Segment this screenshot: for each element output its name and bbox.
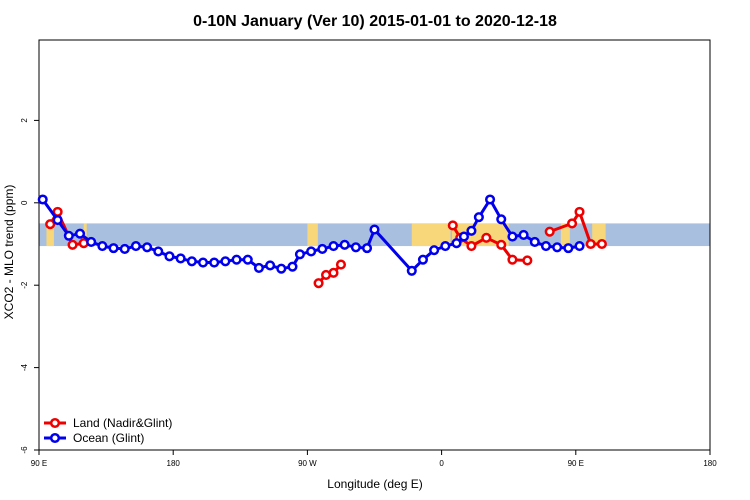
land-segment xyxy=(307,223,318,247)
ocean-data-point xyxy=(306,246,317,257)
land-data-point xyxy=(585,238,596,250)
ocean-data-point xyxy=(350,242,361,253)
ocean-data-point xyxy=(294,249,305,260)
ocean-data-point xyxy=(361,243,373,254)
ocean-data-point xyxy=(466,225,477,236)
ocean-data-point xyxy=(142,242,153,253)
x-tick-label: 180 xyxy=(703,459,717,468)
ocean-data-point xyxy=(574,241,585,252)
ocean-data-point xyxy=(52,215,63,226)
ocean-data-point xyxy=(164,251,175,262)
land-data-point xyxy=(447,220,458,231)
land-data-point xyxy=(328,267,339,278)
y-axis-label: XCO2 - MLO trend (ppm) xyxy=(2,185,16,320)
x-tick-label: 90 E xyxy=(31,459,47,468)
x-axis-label: Longitude (deg E) xyxy=(327,477,422,491)
ocean-data-point xyxy=(287,261,298,272)
ocean-data-point xyxy=(175,253,186,264)
ocean-data-point xyxy=(220,256,231,267)
ocean-data-point xyxy=(563,243,574,254)
y-tick-label: 0 xyxy=(20,200,29,205)
land-data-point xyxy=(496,239,507,250)
ocean-data-point xyxy=(86,236,97,247)
ocean-data-point xyxy=(507,231,518,242)
ocean-data-point xyxy=(529,236,540,247)
chart-title: 0-10N January (Ver 10) 2015-01-01 to 202… xyxy=(193,13,557,30)
land-data-point xyxy=(481,232,492,243)
ocean-data-point xyxy=(209,257,220,268)
ocean-data-point xyxy=(328,241,339,252)
land-data-point xyxy=(522,255,533,266)
ocean-data-point xyxy=(369,224,380,235)
ocean-data-point xyxy=(119,243,130,254)
legend-label-land: Land (Nadir&Glint) xyxy=(73,416,172,430)
land-segment xyxy=(83,223,87,247)
land-data-point xyxy=(507,254,518,265)
land-data-point xyxy=(544,226,555,237)
ocean-data-point xyxy=(253,262,264,273)
ocean-data-point xyxy=(429,245,440,256)
y-tick-label: -2 xyxy=(20,281,29,289)
land-data-point xyxy=(466,241,477,252)
ocean-data-point xyxy=(231,254,242,265)
ocean-data-point xyxy=(265,260,276,271)
ocean-data-point xyxy=(97,241,108,252)
ocean-data-point xyxy=(339,239,350,250)
ocean-data-point xyxy=(242,254,253,265)
ocean-data-point xyxy=(130,241,141,252)
legend: Land (Nadir&Glint)Ocean (Glint) xyxy=(44,416,172,445)
x-tick-label: 0 xyxy=(439,459,444,468)
ocean-data-point xyxy=(473,212,484,223)
ocean-data-point xyxy=(440,241,451,252)
land-segment xyxy=(411,223,451,247)
legend-marker-ocean xyxy=(49,432,61,444)
x-tick-label: 90 E xyxy=(568,459,584,468)
land-segment xyxy=(560,223,570,247)
ocean-data-point xyxy=(417,254,429,265)
ocean-band xyxy=(39,223,710,247)
x-tick-label: 180 xyxy=(167,459,181,468)
ocean-data-point xyxy=(37,194,48,205)
x-tick-label: 90 W xyxy=(298,459,317,468)
ocean-data-point xyxy=(552,242,563,253)
land-data-point xyxy=(45,219,56,230)
ocean-data-point xyxy=(485,194,496,205)
ocean-data-point xyxy=(496,214,507,225)
ocean-data-point xyxy=(451,238,462,249)
ocean-data-point xyxy=(458,231,470,242)
plot-frame xyxy=(38,39,711,451)
land-data-point xyxy=(313,278,324,289)
land-data-point xyxy=(567,218,578,229)
land-data-point xyxy=(596,238,607,250)
ocean-data-point xyxy=(518,229,529,240)
y-tick-label: -4 xyxy=(20,363,29,371)
land-segment xyxy=(46,223,54,247)
series-layer xyxy=(37,194,607,289)
ocean-data-point xyxy=(317,243,328,254)
ocean-data-point xyxy=(74,228,86,239)
ocean-data-point xyxy=(153,246,164,257)
ocean-data-point xyxy=(540,241,552,252)
ocean-data-point xyxy=(108,243,119,254)
ocean-data-point xyxy=(276,263,287,274)
axes: 90 E 180 90 W 0 90 E 180 2 0 -2 -4 -6 xyxy=(20,118,717,468)
ocean-data-point xyxy=(406,265,417,276)
ocean-data-point xyxy=(186,256,197,267)
land-data-point xyxy=(67,239,78,250)
y-tick-label: -6 xyxy=(20,446,29,454)
y-tick-label: 2 xyxy=(20,118,29,123)
land-data-point xyxy=(574,206,585,217)
land-data-point xyxy=(335,259,347,270)
ocean-data-point xyxy=(197,257,209,268)
ocean-data-point xyxy=(63,230,74,241)
legend-label-ocean: Ocean (Glint) xyxy=(73,431,144,445)
legend-marker-land xyxy=(49,417,61,429)
